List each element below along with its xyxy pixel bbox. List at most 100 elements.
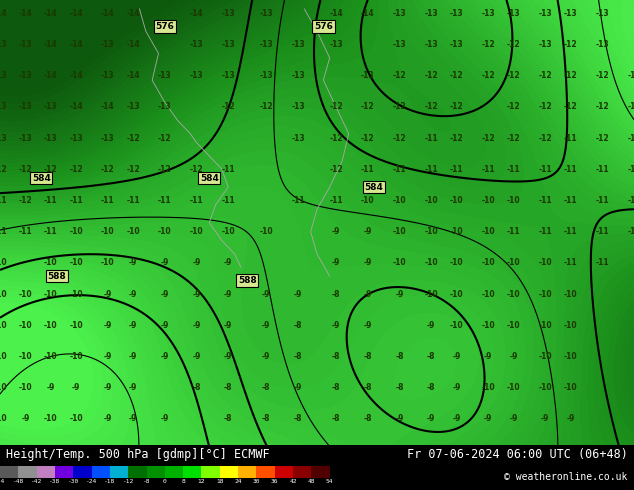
Text: -10: -10 [538, 290, 552, 298]
Text: -10: -10 [564, 383, 578, 392]
Text: -12: -12 [158, 165, 172, 174]
Text: 588: 588 [238, 276, 257, 285]
Text: 24: 24 [235, 479, 242, 484]
Text: -13: -13 [595, 40, 609, 49]
Text: -9: -9 [224, 352, 233, 361]
Text: -8: -8 [363, 414, 372, 423]
Text: 8: 8 [181, 479, 185, 484]
Text: -10: -10 [69, 227, 83, 236]
Text: -12: -12 [450, 134, 463, 143]
Text: -10: -10 [0, 352, 7, 361]
Text: -13: -13 [595, 9, 609, 18]
Text: -12: -12 [507, 40, 521, 49]
Text: -13: -13 [564, 9, 578, 18]
Text: -10: -10 [507, 196, 521, 205]
FancyBboxPatch shape [128, 466, 146, 478]
Text: -9: -9 [395, 414, 404, 423]
FancyBboxPatch shape [165, 466, 183, 478]
Text: -13: -13 [259, 40, 273, 49]
Text: -9: -9 [452, 352, 461, 361]
Text: -10: -10 [424, 227, 438, 236]
Text: -10: -10 [190, 227, 204, 236]
FancyBboxPatch shape [0, 466, 18, 478]
Text: -11: -11 [291, 196, 305, 205]
Text: -12: -12 [44, 165, 58, 174]
Text: 576: 576 [314, 22, 333, 31]
Text: -9: -9 [363, 290, 372, 298]
Text: -11: -11 [564, 196, 578, 205]
Text: -12: -12 [392, 102, 406, 111]
Text: -12: -12 [361, 102, 375, 111]
Text: -14: -14 [69, 9, 83, 18]
Text: -11: -11 [392, 165, 406, 174]
Text: -12: -12 [392, 134, 406, 143]
Text: -10: -10 [481, 196, 495, 205]
Text: -9: -9 [160, 258, 169, 268]
Text: -10: -10 [538, 320, 552, 330]
Text: -12: -12 [481, 71, 495, 80]
Text: -12: -12 [329, 134, 343, 143]
Text: -10: -10 [69, 258, 83, 268]
Text: -42: -42 [31, 479, 42, 484]
Text: -10: -10 [69, 414, 83, 423]
Text: -18: -18 [104, 479, 115, 484]
Text: -13: -13 [392, 40, 406, 49]
Text: -11: -11 [595, 196, 609, 205]
Text: 12: 12 [198, 479, 205, 484]
Text: -13: -13 [221, 71, 235, 80]
Text: -11: -11 [424, 134, 438, 143]
Text: -12: -12 [329, 165, 343, 174]
Text: -10: -10 [0, 320, 7, 330]
Text: -12: -12 [564, 40, 578, 49]
Text: -9: -9 [332, 320, 340, 330]
Text: -13: -13 [44, 102, 58, 111]
Text: -9: -9 [541, 414, 550, 423]
Text: -12: -12 [361, 134, 375, 143]
Text: -9: -9 [129, 258, 138, 268]
Text: -13: -13 [259, 71, 273, 80]
Text: -10: -10 [44, 258, 58, 268]
Text: -10: -10 [361, 196, 375, 205]
Text: -10: -10 [424, 290, 438, 298]
Text: -11: -11 [361, 165, 375, 174]
Text: -13: -13 [190, 40, 204, 49]
Text: -10: -10 [424, 196, 438, 205]
Text: -12: -12 [259, 102, 273, 111]
Text: -10: -10 [69, 352, 83, 361]
Text: -10: -10 [538, 352, 552, 361]
Text: -10: -10 [18, 352, 32, 361]
Text: -10: -10 [158, 227, 172, 236]
Text: -8: -8 [332, 352, 340, 361]
Text: -11: -11 [190, 196, 204, 205]
Text: -12: -12 [538, 71, 552, 80]
Text: -10: -10 [44, 352, 58, 361]
Text: -9: -9 [129, 383, 138, 392]
Text: -8: -8 [192, 383, 201, 392]
Text: -10: -10 [481, 227, 495, 236]
Text: -13: -13 [424, 40, 438, 49]
Text: -11: -11 [0, 196, 7, 205]
Text: -14: -14 [0, 9, 7, 18]
Text: -12: -12 [595, 71, 609, 80]
Text: -10: -10 [481, 383, 495, 392]
Text: -9: -9 [509, 414, 518, 423]
Text: -12: -12 [126, 134, 140, 143]
Text: -9: -9 [129, 290, 138, 298]
Text: -14: -14 [190, 9, 204, 18]
Text: -13: -13 [481, 9, 495, 18]
FancyBboxPatch shape [293, 466, 311, 478]
Text: -11: -11 [221, 165, 235, 174]
Text: -10: -10 [507, 290, 521, 298]
Text: -14: -14 [69, 71, 83, 80]
Text: 42: 42 [289, 479, 297, 484]
Text: -8: -8 [224, 414, 233, 423]
Text: -13: -13 [361, 71, 375, 80]
Text: -12: -12 [627, 134, 634, 143]
Text: -11: -11 [424, 165, 438, 174]
Text: -9: -9 [363, 258, 372, 268]
FancyBboxPatch shape [183, 466, 202, 478]
Text: -13: -13 [44, 134, 58, 143]
Text: -10: -10 [564, 290, 578, 298]
Text: -9: -9 [294, 290, 302, 298]
FancyBboxPatch shape [256, 466, 275, 478]
